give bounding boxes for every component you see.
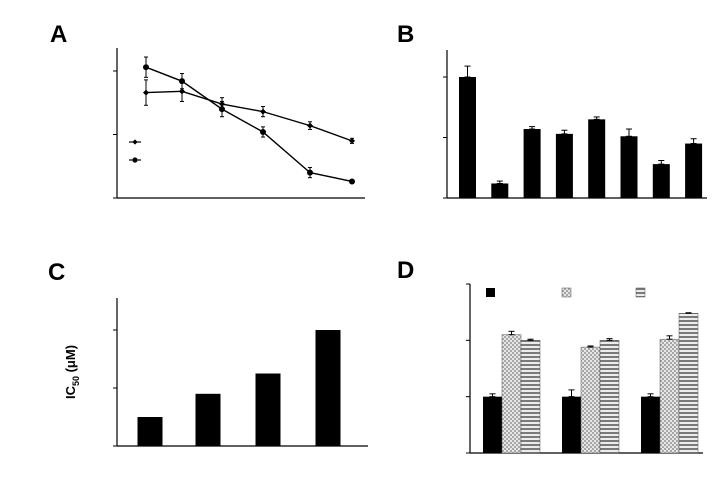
b-bar [459, 77, 476, 198]
d-legend-swatch [561, 287, 572, 298]
a-data-point [349, 178, 355, 185]
a-data-point [349, 137, 355, 144]
b-bar [523, 129, 541, 198]
a-legend-marker [132, 139, 138, 145]
panel-label-c: C [48, 259, 65, 286]
c-y-axis-label: IC50 (μM) [63, 345, 81, 399]
b-bar [620, 136, 638, 198]
a-data-point [143, 89, 149, 96]
a-data-point [219, 106, 225, 113]
panel-label-a: A [50, 21, 67, 48]
b-bar [685, 143, 703, 198]
b-bar [491, 183, 509, 198]
a-data-point [260, 128, 266, 135]
a-series-line-0 [145, 90, 353, 142]
d-bar [501, 334, 522, 454]
d-bar [599, 340, 620, 454]
panel-label-b: B [397, 21, 414, 48]
a-legend-marker [132, 157, 138, 163]
panel-d [466, 283, 703, 454]
d-bar [483, 396, 502, 453]
c-y-label-sub: 50 [71, 376, 81, 386]
b-bar [588, 119, 606, 198]
panel-label-d: D [397, 257, 414, 284]
c-y-label-main: IC [63, 385, 78, 399]
d-bar [580, 346, 601, 454]
c-y-label-tail: (μM) [63, 345, 78, 376]
c-bar [315, 330, 341, 446]
a-data-point [307, 169, 313, 176]
a-series-line-1 [145, 66, 353, 183]
d-bar [678, 313, 699, 454]
d-bar [520, 340, 541, 454]
a-data-point [307, 122, 313, 129]
panel-a [113, 48, 365, 199]
d-bar [641, 396, 660, 453]
d-bar [562, 396, 581, 453]
panel-b [443, 50, 707, 199]
c-bar [255, 373, 281, 446]
a-data-point [260, 108, 266, 115]
a-data-point [179, 88, 185, 95]
panel-c: IC50 (μM) [63, 298, 368, 447]
b-bar [555, 133, 573, 198]
d-legend-swatch [635, 287, 646, 298]
b-bar [652, 164, 670, 198]
d-legend-swatch [486, 288, 495, 297]
a-data-point [143, 64, 149, 71]
c-bar [195, 393, 221, 446]
c-bar [137, 417, 163, 446]
d-bar [659, 338, 680, 454]
a-data-point [179, 78, 185, 85]
